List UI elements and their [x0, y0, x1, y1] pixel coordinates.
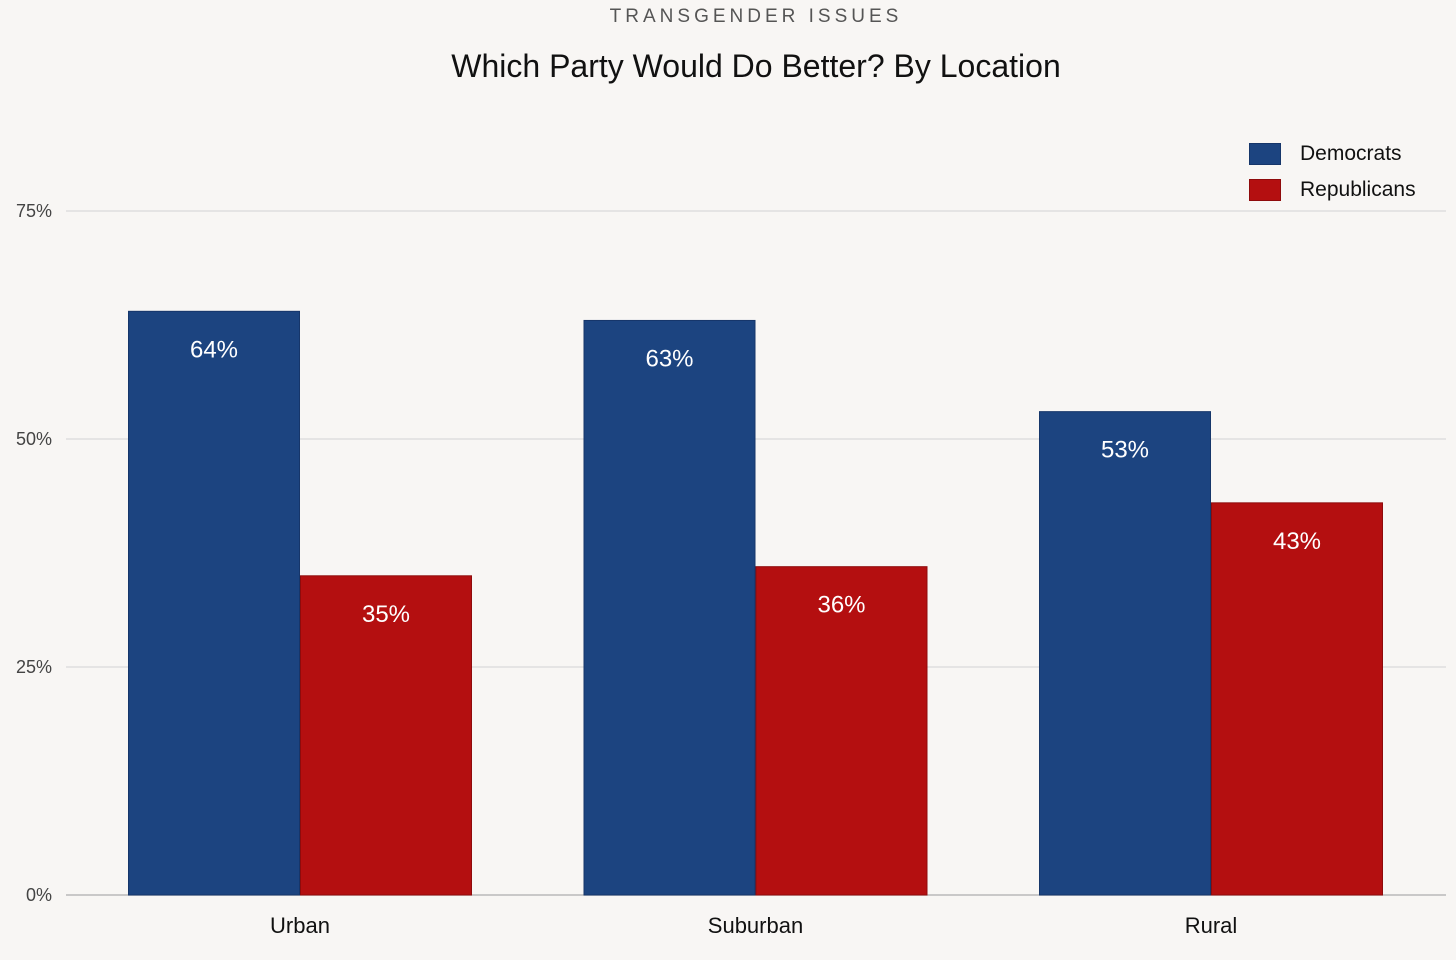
- bar-republicans-rural: [1211, 502, 1383, 896]
- legend-swatch-republicans: [1249, 179, 1281, 201]
- bar-republicans-urban: [300, 575, 472, 896]
- chart-kicker: TRANSGENDER ISSUES: [609, 6, 903, 27]
- y-tick-label: 0%: [26, 885, 52, 905]
- data-label-democrats-urban: 64%: [190, 336, 238, 363]
- x-tick-label-urban: Urban: [270, 913, 330, 938]
- legend-swatch-democrats: [1249, 143, 1281, 165]
- chart-legend: Democrats Republicans: [1249, 136, 1416, 208]
- x-tick-label-rural: Rural: [1185, 913, 1238, 938]
- y-tick-label: 50%: [16, 429, 52, 449]
- data-label-republicans-suburban: 36%: [817, 592, 865, 619]
- y-tick-label: 75%: [16, 201, 52, 221]
- legend-item-republicans: Republicans: [1249, 172, 1416, 208]
- legend-item-democrats: Democrats: [1249, 136, 1416, 172]
- data-label-republicans-rural: 43%: [1273, 528, 1321, 555]
- bar-democrats-urban: [128, 310, 300, 896]
- data-label-republicans-urban: 35%: [362, 601, 410, 628]
- data-label-democrats-suburban: 63%: [645, 345, 693, 372]
- bar-democrats-suburban: [583, 319, 756, 896]
- x-tick-label-suburban: Suburban: [708, 913, 803, 938]
- legend-label-republicans: Republicans: [1300, 178, 1416, 201]
- bar-democrats-rural: [1039, 411, 1211, 896]
- data-label-democrats-rural: 53%: [1101, 437, 1149, 464]
- bar-republicans-suburban: [755, 566, 928, 896]
- legend-label-democrats: Democrats: [1300, 142, 1402, 165]
- y-tick-label: 25%: [16, 657, 52, 677]
- chart-title: Which Party Would Do Better? By Location: [451, 48, 1061, 84]
